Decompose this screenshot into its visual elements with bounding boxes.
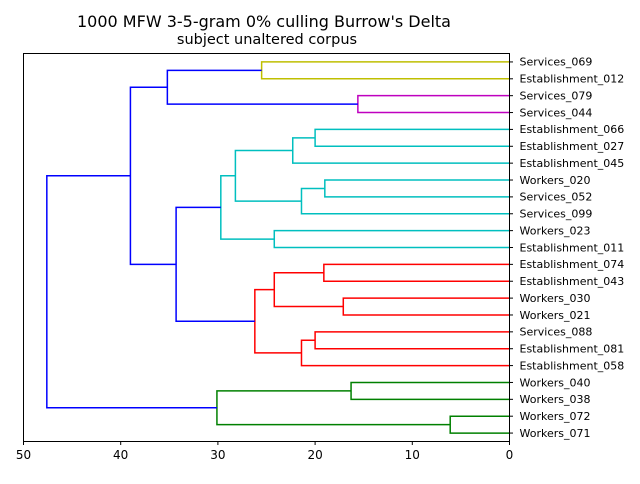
dendrogram-link-m20	[449, 415, 510, 434]
dendrogram-link-m17	[175, 206, 255, 323]
dendrogram-link-m12	[342, 297, 510, 316]
leaf-label: Establishment_081	[520, 343, 625, 356]
leaf-label: Workers_020	[520, 174, 591, 187]
leaf-label: Establishment_074	[520, 258, 625, 271]
dendrogram-link-m18	[129, 86, 177, 266]
leaf-label: Workers_030	[520, 292, 591, 305]
leaf-label: Workers_072	[520, 410, 591, 423]
x-tick-label: 20	[307, 448, 322, 462]
dendrogram-link-m3	[166, 69, 358, 105]
leaf-label: Services_099	[520, 208, 593, 221]
leaf-label: Establishment_066	[520, 123, 625, 136]
dendrogram-link-m2	[357, 94, 510, 114]
leaf-label: Establishment_058	[520, 359, 625, 372]
dendrogram-link-m13	[273, 272, 344, 308]
leaf-label: Services_069	[520, 56, 593, 69]
dendrogram-link-m8	[234, 149, 302, 202]
leaf-label: Establishment_012	[520, 73, 625, 86]
dendrogram-link-m9	[273, 229, 510, 249]
leaf-label: Services_044	[520, 106, 593, 119]
dendrogram-links	[46, 61, 510, 434]
leaf-label: Establishment_011	[520, 241, 625, 254]
x-tick-label: 10	[405, 448, 420, 462]
dendrogram-link-m21	[216, 390, 451, 426]
x-tick-label: 30	[210, 448, 225, 462]
dendrogram-link-m10	[220, 175, 275, 240]
leaf-label: Services_079	[520, 89, 593, 102]
x-axis: 50 40 30 20 10 0	[16, 441, 514, 462]
leaf-label: Services_052	[520, 191, 593, 204]
leaf-label: Services_088	[520, 326, 593, 339]
x-tick-label: 0	[506, 448, 514, 462]
dendrogram-link-m14	[314, 331, 510, 350]
leaf-label: Workers_038	[520, 393, 591, 406]
x-tick-label: 40	[113, 448, 128, 462]
leaf-labels: Services_069 Establishment_012 Services_07…	[509, 56, 625, 440]
dendrogram-link-m16	[254, 288, 302, 354]
leaf-label: Workers_021	[520, 309, 591, 322]
chart-title-line-1: 1000 MFW 3-5-gram 0% culling Burrow's De…	[77, 12, 451, 31]
chart-title-line-2: subject unaltered corpus	[177, 32, 357, 48]
leaf-label: Workers_071	[520, 427, 591, 440]
leaf-label: Establishment_043	[520, 275, 625, 288]
dendrogram-link-m11	[323, 263, 510, 282]
leaf-label: Workers_023	[520, 224, 591, 237]
leaf-label: Workers_040	[520, 376, 591, 389]
dendrogram-link-m19	[350, 381, 510, 401]
dendrogram-link-m15	[300, 339, 510, 367]
leaf-label: Establishment_027	[520, 140, 625, 153]
x-tick-label: 50	[16, 448, 31, 462]
leaf-label: Establishment_045	[520, 157, 625, 170]
dendrogram-link-m5	[291, 137, 510, 164]
dendrogram-link-m6	[324, 179, 510, 198]
dendrogram-link-m4	[314, 128, 510, 148]
dendrogram-link-m22	[46, 175, 217, 409]
dendrogram-link-m7	[300, 187, 510, 215]
dendrogram-link-m1	[260, 61, 510, 80]
